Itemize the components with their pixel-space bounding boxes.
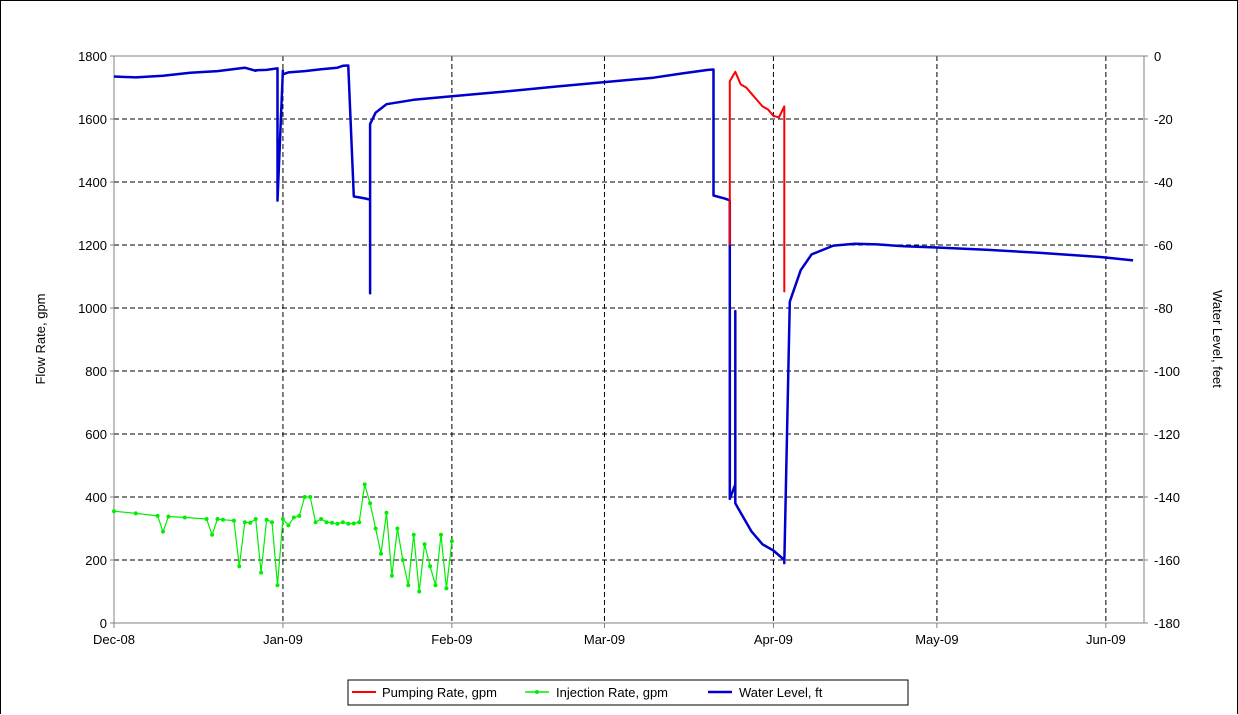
data-point-injection-rate — [439, 532, 443, 537]
y-axis-right-label: Water Level, feet — [1210, 290, 1225, 388]
data-point-injection-rate — [308, 495, 313, 499]
data-point-injection-rate — [411, 532, 416, 537]
x-tick-label: Mar-09 — [584, 632, 625, 647]
y-left-tick-label: 1200 — [78, 238, 107, 253]
y-right-tick-label: -140 — [1154, 490, 1180, 505]
data-point-injection-rate — [346, 521, 351, 526]
data-point-injection-rate — [204, 517, 209, 521]
plot-area — [113, 55, 1145, 624]
data-point-injection-rate — [389, 573, 394, 578]
legend-item-injection: Injection Rate, gpm — [525, 685, 668, 700]
legend-label-pumping: Pumping Rate, gpm — [382, 685, 497, 700]
data-point-injection-rate — [368, 501, 373, 506]
series-pumping-rate — [728, 70, 786, 293]
data-point-injection-rate — [362, 482, 367, 487]
y-right-tick-label: -100 — [1154, 364, 1180, 379]
y-left-tick-label: 0 — [100, 616, 107, 631]
data-point-injection-rate — [335, 521, 340, 526]
legend-label-injection: Injection Rate, gpm — [556, 685, 668, 700]
y-axis-left-label: Flow Rate, gpm — [33, 293, 48, 384]
legend: Pumping Rate, gpm Injection Rate, gpm Wa… — [347, 679, 909, 706]
y-right-tick-label: 0 — [1154, 49, 1161, 64]
data-point-injection-rate — [302, 495, 307, 499]
data-point-injection-rate — [297, 513, 302, 518]
data-point-injection-rate — [444, 586, 449, 591]
legend-item-water-level: Water Level, ft — [708, 685, 823, 700]
series-line-water-level — [113, 64, 1134, 565]
y-right-tick-label: -120 — [1154, 427, 1180, 442]
x-tick-label: Feb-09 — [431, 632, 472, 647]
y-left-tick-label: 1600 — [78, 112, 107, 127]
data-point-injection-rate — [253, 517, 258, 521]
data-point-injection-rate — [242, 520, 247, 525]
y-right-tick-label: -40 — [1154, 175, 1173, 190]
data-point-injection-rate — [286, 523, 291, 528]
x-tick-label: Apr-09 — [754, 632, 793, 647]
data-point-injection-rate — [231, 518, 236, 523]
data-point-injection-rate — [324, 520, 329, 525]
data-point-injection-rate — [221, 517, 225, 522]
data-point-injection-rate — [112, 509, 116, 514]
series-water-level — [113, 64, 1134, 565]
x-tick-label: Jun-09 — [1086, 632, 1126, 647]
legend-label-water-level: Water Level, ft — [739, 685, 823, 700]
data-point-injection-rate — [270, 520, 274, 525]
data-point-injection-rate — [395, 526, 400, 531]
data-point-injection-rate — [449, 539, 454, 544]
data-point-injection-rate — [340, 520, 345, 525]
data-point-injection-rate — [433, 583, 438, 588]
y-right-tick-label: -180 — [1154, 616, 1180, 631]
legend-box — [347, 679, 909, 706]
data-point-injection-rate — [373, 526, 378, 531]
data-point-injection-rate — [259, 570, 264, 575]
x-tick-label: May-09 — [915, 632, 958, 647]
data-point-injection-rate — [275, 583, 280, 588]
data-point-injection-rate — [357, 520, 362, 525]
y-left-tick-label: 800 — [85, 364, 107, 379]
data-point-injection-rate — [248, 520, 253, 525]
data-point-injection-rate — [291, 515, 296, 520]
data-point-injection-rate — [161, 529, 165, 534]
y-left-tick-label: 400 — [85, 490, 107, 505]
x-tick-label: Jan-09 — [263, 632, 303, 647]
data-point-injection-rate — [422, 542, 427, 547]
data-point-injection-rate — [313, 520, 318, 525]
data-point-injection-rate — [351, 521, 356, 526]
series-injection-rate — [112, 482, 454, 594]
y-left-tick-label: 200 — [85, 553, 107, 568]
data-point-injection-rate — [215, 517, 220, 521]
data-point-injection-rate — [237, 564, 242, 569]
data-point-injection-rate — [210, 532, 215, 537]
x-tick-label: Dec-08 — [93, 632, 135, 647]
data-point-injection-rate — [155, 513, 160, 518]
y-right-tick-label: -160 — [1154, 553, 1180, 568]
data-point-injection-rate — [264, 517, 269, 522]
legend-marker-injection — [535, 690, 539, 694]
y-left-tick-label: 1800 — [78, 49, 107, 64]
legend-item-pumping: Pumping Rate, gpm — [352, 685, 497, 700]
data-point-injection-rate — [133, 511, 138, 516]
data-point-injection-rate — [280, 517, 285, 521]
y-right-tick-label: -20 — [1154, 112, 1173, 127]
y-left-tick-label: 1400 — [78, 175, 107, 190]
y-right-tick-label: -60 — [1154, 238, 1173, 253]
data-point-injection-rate — [384, 510, 389, 515]
data-point-injection-rate — [166, 514, 171, 519]
data-point-injection-rate — [319, 517, 324, 521]
data-point-injection-rate — [400, 558, 405, 562]
data-point-injection-rate — [379, 551, 383, 556]
data-point-injection-rate — [428, 564, 433, 569]
data-point-injection-rate — [417, 589, 422, 594]
y-right-tick-label: -80 — [1154, 301, 1173, 316]
y-left-tick-label: 600 — [85, 427, 107, 442]
y-left-tick-label: 1000 — [78, 301, 107, 316]
data-point-injection-rate — [182, 515, 187, 520]
series-line-pumping-rate — [728, 70, 786, 293]
data-point-injection-rate — [406, 583, 411, 588]
data-point-injection-rate — [330, 520, 334, 525]
